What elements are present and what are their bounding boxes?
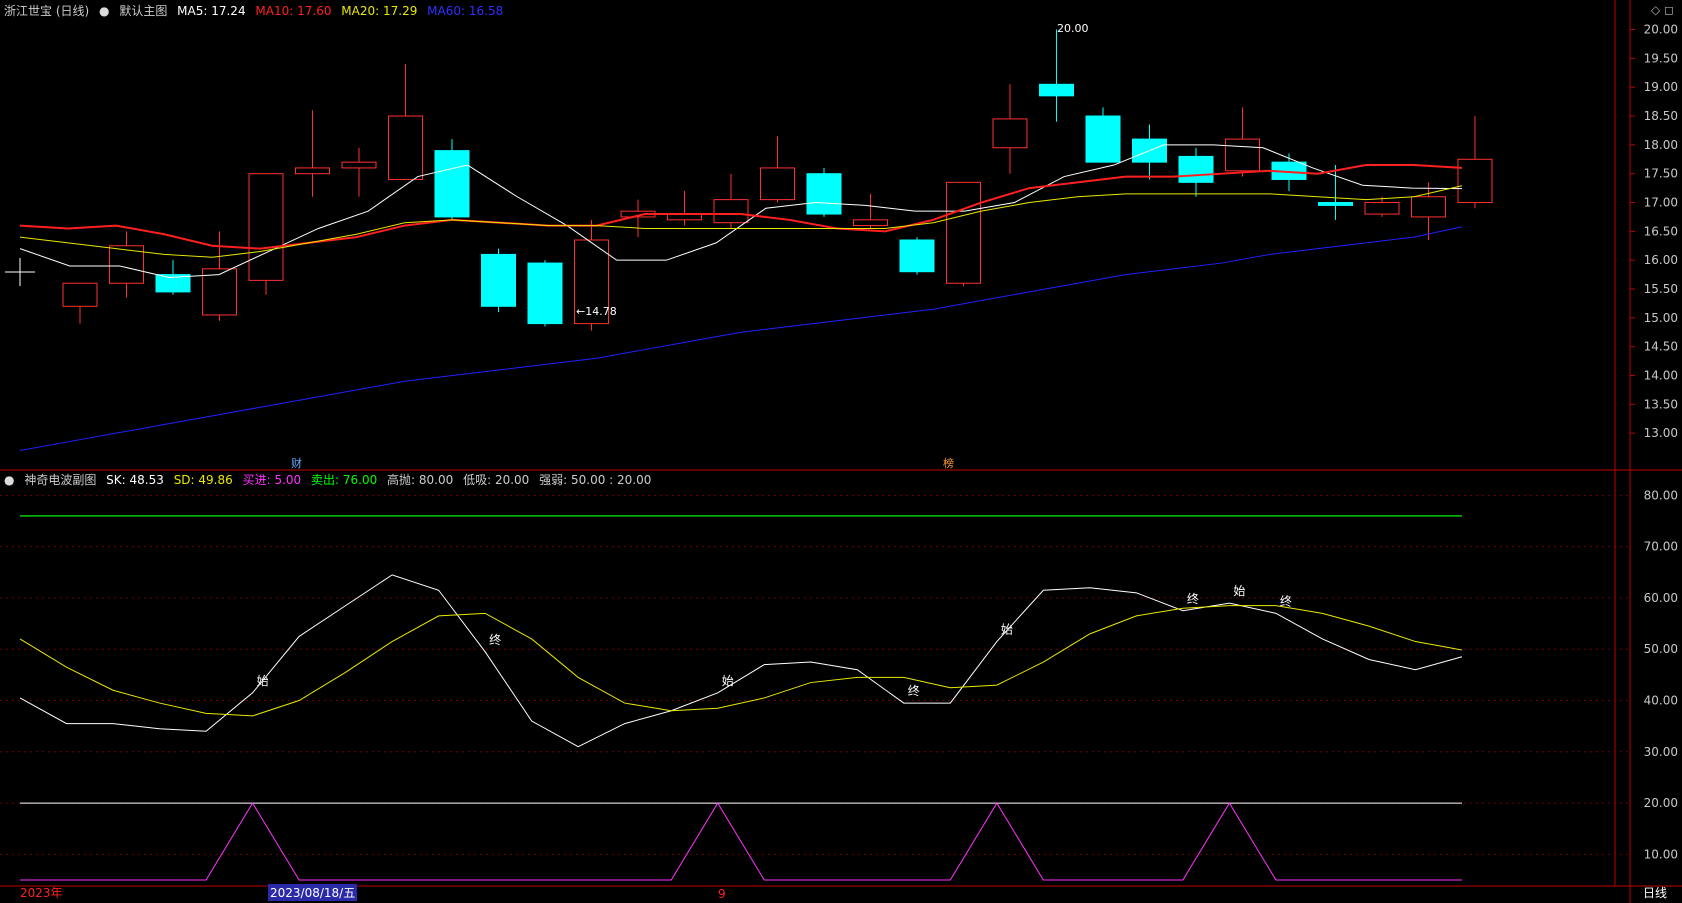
candle-body <box>109 245 144 284</box>
candle-body <box>574 239 609 325</box>
candle-body <box>527 262 563 325</box>
bang-marker[interactable]: 榜 <box>943 457 954 470</box>
signal-marker: 始 <box>722 674 734 688</box>
candle-body <box>481 253 516 307</box>
settings-circle-icon[interactable]: ● <box>4 473 15 487</box>
candle-body <box>1411 196 1446 218</box>
signal-marker: 终 <box>1187 591 1199 606</box>
candle-body <box>388 115 423 180</box>
signal-marker: 终 <box>489 632 501 647</box>
signal-marker: 终 <box>908 683 920 698</box>
candle-body <box>1364 202 1400 215</box>
strength-label: 强弱: 50.00 : 20.00 <box>539 473 652 487</box>
y-tick-label: 18.00 <box>1644 138 1678 152</box>
cai-marker[interactable]: 财 <box>291 457 302 470</box>
candle-body <box>1457 158 1493 204</box>
high-label: 高抛: 80.00 <box>387 473 454 487</box>
main-chart-label[interactable]: 默认主图 <box>119 4 168 18</box>
candle-body <box>155 274 191 293</box>
y-tick-label: 70.00 <box>1644 540 1678 554</box>
y-tick-label: 10.00 <box>1644 847 1678 861</box>
candle-body <box>202 268 237 316</box>
ma10-label: MA10: 17.60 <box>255 4 332 18</box>
settings-circle-icon[interactable]: ● <box>99 4 110 18</box>
ma-line-ma10 <box>19 164 1463 250</box>
y-tick-label: 20.00 <box>1644 796 1678 810</box>
selected-date[interactable]: 2023/08/18/五 <box>268 884 358 901</box>
y-tick-label: 18.50 <box>1644 109 1678 123</box>
y-tick-label: 14.50 <box>1644 340 1678 354</box>
candle-body <box>341 161 377 169</box>
candle-body <box>760 167 795 201</box>
ma-line-ma60 <box>19 226 1463 451</box>
month-label: 9 <box>718 887 726 901</box>
buy-label: 买进: 5.00 <box>242 473 302 487</box>
y-tick-label: 40.00 <box>1644 694 1678 708</box>
y-tick-label: 19.00 <box>1644 80 1678 94</box>
candle-body <box>1039 83 1074 97</box>
y-tick-label: 15.50 <box>1644 282 1678 296</box>
candle-body <box>853 219 888 227</box>
year-label: 2023年 <box>20 886 63 900</box>
y-tick-label: 30.00 <box>1644 745 1678 759</box>
indicator-name[interactable]: 神奇电波副图 <box>24 473 97 487</box>
signal-marker: 终 <box>1280 593 1292 608</box>
signal-marker: 始 <box>257 674 269 688</box>
y-tick-label: 13.00 <box>1644 426 1678 440</box>
y-tick-label: 17.50 <box>1644 167 1678 181</box>
signal-marker: 始 <box>1233 584 1245 598</box>
indicator-line-SK <box>19 574 1463 748</box>
candle-body <box>62 282 98 307</box>
period-label[interactable]: 日线 <box>1643 886 1668 900</box>
sd-label: SD: 49.86 <box>173 473 233 487</box>
sk-label: SK: 48.53 <box>106 473 164 487</box>
ma-line-ma5 <box>19 144 1463 278</box>
candle-body <box>434 150 470 218</box>
candle-body <box>992 118 1028 149</box>
diamond-icon[interactable]: ◇ ◻ <box>1650 3 1674 17</box>
ma-line-ma20 <box>19 185 1463 258</box>
high-price-annotation: 20.00 <box>1057 22 1089 35</box>
sell-label: 卖出: 76.00 <box>311 473 378 487</box>
y-tick-label: 13.50 <box>1644 397 1678 411</box>
y-tick-label: 50.00 <box>1644 642 1678 656</box>
indicator-line-买进 <box>20 802 1462 881</box>
stock-name[interactable]: 浙江世宝 (日线) <box>4 4 90 18</box>
ma60-label: MA60: 16.58 <box>427 4 504 18</box>
low-label: 低吸: 20.00 <box>463 473 530 487</box>
candle-body <box>1318 202 1353 206</box>
y-tick-label: 14.00 <box>1644 369 1678 383</box>
candle-body <box>899 239 935 273</box>
sub-chart-header: ● 神奇电波副图 SK: 48.53 SD: 49.86 买进: 5.00 卖出… <box>4 471 657 488</box>
candle-body <box>1178 155 1214 183</box>
y-tick-label: 16.00 <box>1644 253 1678 267</box>
y-tick-label: 80.00 <box>1644 488 1678 502</box>
candle-body <box>1085 115 1121 163</box>
y-tick-label: 60.00 <box>1644 591 1678 605</box>
indicator-line-SD <box>19 605 1463 717</box>
candle-body <box>806 173 842 215</box>
y-tick-label: 15.00 <box>1644 311 1678 325</box>
y-tick-label: 20.00 <box>1644 23 1678 37</box>
y-tick-label: 19.50 <box>1644 51 1678 65</box>
candle-body <box>295 167 330 175</box>
main-chart-header: 浙江世宝 (日线) ● 默认主图 MA5: 17.24 MA10: 17.60 … <box>4 2 509 19</box>
y-tick-label: 16.50 <box>1644 224 1678 238</box>
ma5-label: MA5: 17.24 <box>177 4 246 18</box>
ma20-label: MA20: 17.29 <box>341 4 418 18</box>
candle-body <box>248 173 284 281</box>
candle-body <box>713 199 749 224</box>
y-tick-label: 17.00 <box>1644 196 1678 210</box>
candle-body <box>946 181 981 284</box>
low-price-annotation: ←14.78 <box>576 305 617 318</box>
signal-marker: 始 <box>1001 623 1013 637</box>
candle-body <box>1225 138 1260 172</box>
